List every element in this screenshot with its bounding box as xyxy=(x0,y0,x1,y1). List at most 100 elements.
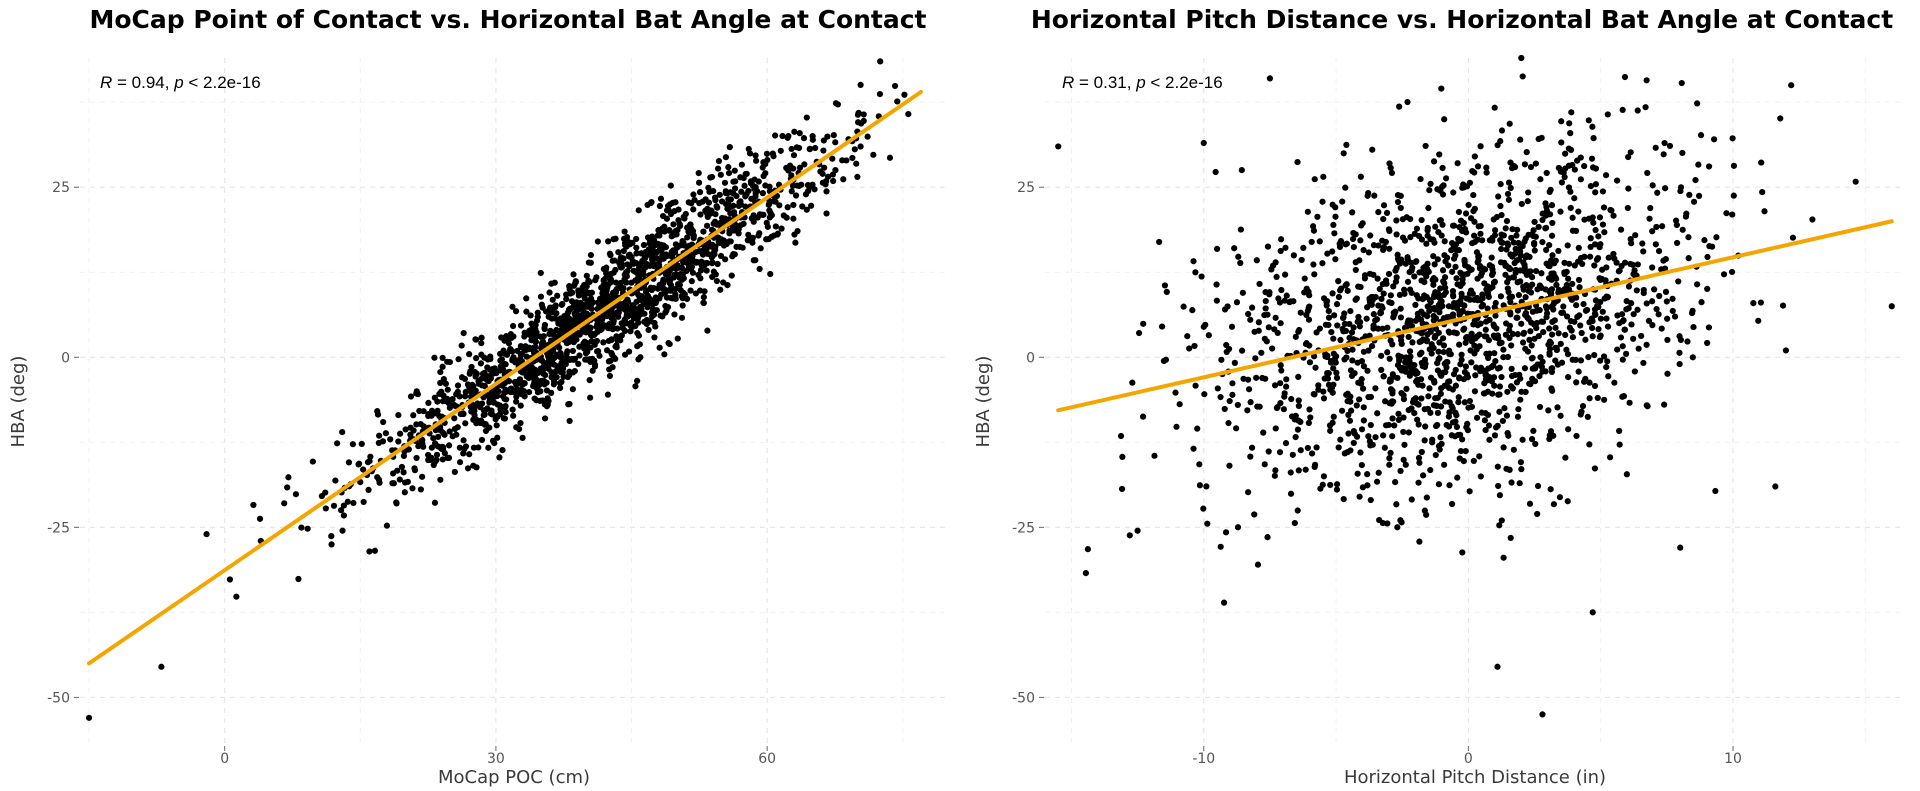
data-point xyxy=(606,250,614,257)
data-point xyxy=(1575,276,1583,284)
data-point xyxy=(1245,489,1252,496)
data-point xyxy=(1393,274,1400,281)
data-point xyxy=(1620,393,1628,400)
data-point xyxy=(541,415,549,422)
data-point xyxy=(575,360,582,367)
data-point xyxy=(1217,393,1224,401)
data-point xyxy=(1372,434,1379,441)
data-point xyxy=(507,385,514,393)
y-axis-label: HBA (deg) xyxy=(973,356,994,448)
data-point xyxy=(1461,256,1468,264)
data-point xyxy=(656,202,663,210)
data-point xyxy=(1381,444,1388,451)
data-point xyxy=(722,154,730,161)
data-point xyxy=(1261,461,1268,468)
data-point xyxy=(733,243,740,250)
y-tick-label: 0 xyxy=(1026,350,1035,366)
data-point xyxy=(1213,281,1220,288)
data-point xyxy=(1305,316,1313,323)
data-point xyxy=(1256,403,1263,410)
data-point xyxy=(812,144,819,152)
data-point xyxy=(1634,107,1641,114)
data-point xyxy=(1294,426,1302,433)
data-point xyxy=(1390,309,1397,316)
data-point xyxy=(784,134,791,141)
data-point xyxy=(1526,284,1533,291)
data-point xyxy=(1435,329,1442,336)
data-point xyxy=(644,234,652,241)
data-point xyxy=(1329,201,1336,208)
data-point xyxy=(402,426,409,433)
data-point xyxy=(1464,427,1472,434)
data-point xyxy=(1434,409,1442,416)
data-point xyxy=(1322,350,1329,358)
data-point xyxy=(1477,368,1484,375)
data-point xyxy=(1292,333,1299,340)
data-point xyxy=(439,443,447,451)
data-point xyxy=(1244,407,1251,414)
data-point xyxy=(1189,307,1196,314)
data-point xyxy=(1377,310,1384,317)
data-point xyxy=(627,328,634,335)
data-point xyxy=(1395,352,1402,359)
data-point xyxy=(1412,317,1419,324)
chart-title: MoCap Point of Contact vs. Horizontal Ba… xyxy=(89,5,926,34)
data-point xyxy=(1289,413,1296,420)
data-point xyxy=(800,135,808,142)
data-point xyxy=(1264,534,1271,541)
data-point xyxy=(697,211,704,218)
data-point xyxy=(1247,453,1254,460)
data-point xyxy=(1448,403,1455,410)
data-point xyxy=(1311,176,1318,183)
data-point xyxy=(1500,444,1507,451)
data-point xyxy=(648,199,655,206)
data-point xyxy=(744,237,751,244)
data-point xyxy=(1374,410,1381,417)
data-point xyxy=(531,347,538,354)
data-point xyxy=(1499,417,1506,425)
data-point xyxy=(1608,207,1615,214)
data-point xyxy=(1277,380,1284,387)
data-point xyxy=(1463,183,1471,190)
data-point xyxy=(1450,371,1458,378)
data-point xyxy=(1238,347,1246,354)
data-point xyxy=(1527,328,1534,335)
data-point xyxy=(1479,301,1487,309)
data-point xyxy=(596,295,604,302)
data-point xyxy=(1357,173,1364,180)
data-point xyxy=(663,215,671,222)
data-point xyxy=(1163,288,1170,296)
data-point xyxy=(1546,242,1553,249)
data-point xyxy=(1333,481,1341,488)
data-point xyxy=(360,498,367,506)
data-point xyxy=(1456,281,1464,288)
data-point xyxy=(1662,255,1669,263)
data-point xyxy=(803,206,810,213)
data-point xyxy=(1491,432,1499,439)
data-point xyxy=(558,301,565,308)
data-point xyxy=(650,284,658,292)
data-point xyxy=(1496,383,1504,390)
data-point xyxy=(1566,120,1573,127)
data-point xyxy=(1510,274,1518,281)
data-point xyxy=(583,272,590,279)
data-point xyxy=(832,139,839,146)
data-point xyxy=(1562,331,1569,339)
data-point xyxy=(1428,350,1435,357)
data-point xyxy=(445,442,453,449)
data-point xyxy=(446,358,453,366)
data-point xyxy=(1536,307,1543,314)
data-point xyxy=(1204,520,1211,527)
data-point xyxy=(382,430,389,437)
data-point xyxy=(1389,415,1396,422)
data-point xyxy=(788,172,795,179)
scatter-points xyxy=(1055,54,1895,718)
data-point xyxy=(1565,145,1572,152)
data-point xyxy=(1470,208,1477,215)
data-point xyxy=(1495,482,1502,490)
data-point xyxy=(1331,230,1338,237)
data-point xyxy=(1407,215,1414,223)
data-point xyxy=(1473,364,1480,371)
data-point xyxy=(656,246,663,253)
data-point xyxy=(1539,216,1546,224)
